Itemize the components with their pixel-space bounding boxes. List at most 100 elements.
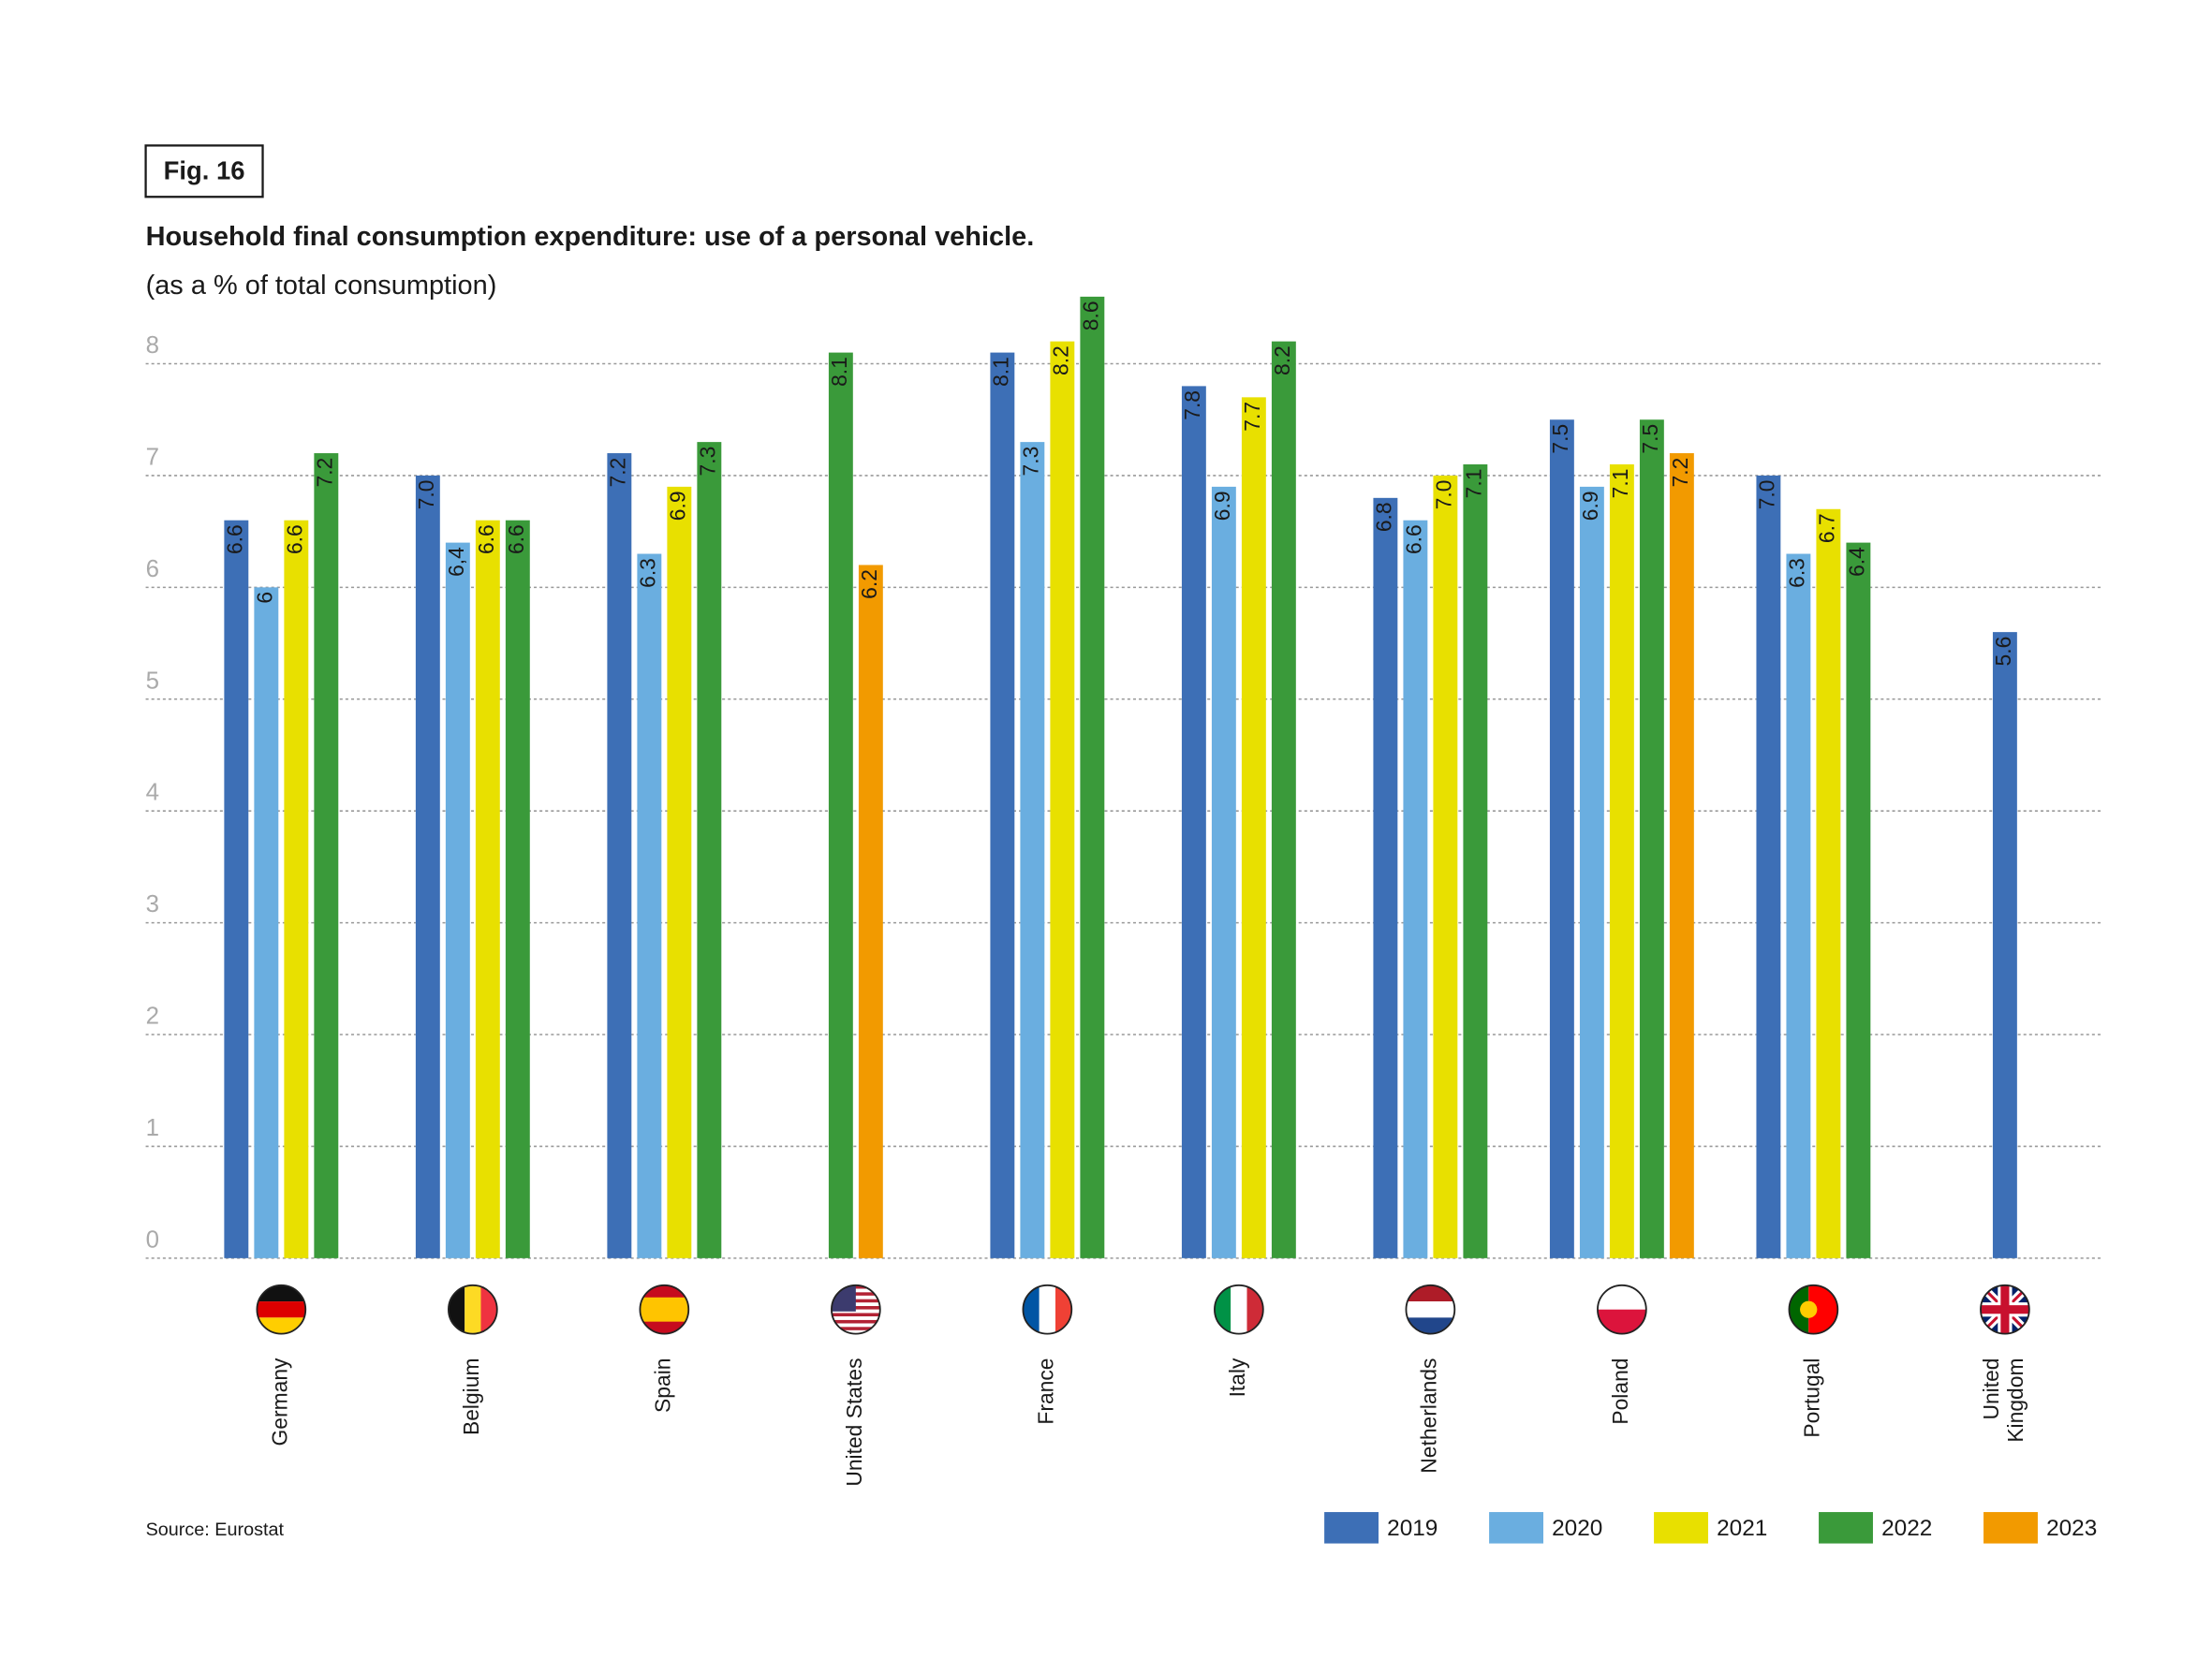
chart-title: Household final consumption expenditure:… xyxy=(146,222,1035,252)
value-label: 6.6 xyxy=(1401,524,1425,554)
bar xyxy=(1549,419,1574,1258)
x-tick-label: Spain xyxy=(650,1358,674,1413)
bar xyxy=(858,565,883,1258)
flag-part xyxy=(1789,1285,1809,1334)
flag-outline xyxy=(1214,1284,1264,1335)
flag-outline xyxy=(1405,1284,1456,1335)
flag-part xyxy=(1406,1301,1455,1318)
flag-part xyxy=(831,1319,880,1324)
figure-label: Fig. 16 xyxy=(164,156,245,185)
value-label: 7.8 xyxy=(1180,390,1204,420)
bar xyxy=(637,553,662,1258)
bar xyxy=(1373,497,1398,1258)
flag-part xyxy=(831,1313,880,1317)
legend-label: 2020 xyxy=(1552,1516,1602,1541)
value-label: 6.6 xyxy=(474,524,498,554)
legend-label: 2021 xyxy=(1717,1516,1767,1541)
value-label: 6.9 xyxy=(665,491,689,521)
flag-part xyxy=(1597,1309,1646,1334)
x-tick-label: Germany xyxy=(267,1358,291,1446)
x-tick-label: Belgium xyxy=(459,1358,483,1436)
flag-part xyxy=(831,1316,880,1320)
x-tick-label: Portugal xyxy=(1799,1358,1823,1438)
flag-outline xyxy=(1597,1284,1647,1335)
flag-part xyxy=(640,1297,689,1322)
bar xyxy=(990,352,1015,1258)
value-label: 6,4 xyxy=(444,547,468,577)
value-label: 5.6 xyxy=(1991,637,2015,667)
x-tick-label: France xyxy=(1033,1358,1057,1425)
value-label: 6.4 xyxy=(1844,547,1868,577)
value-label: 8.2 xyxy=(1270,345,1294,375)
flag-outline xyxy=(1788,1284,1839,1335)
value-label: 7.3 xyxy=(695,447,719,477)
bar xyxy=(415,475,440,1258)
value-label: 7.2 xyxy=(312,458,336,488)
flag-part xyxy=(1039,1285,1055,1334)
x-tick-label: Netherlands xyxy=(1416,1358,1440,1474)
y-tick-label: 7 xyxy=(146,445,159,471)
bar xyxy=(1211,486,1236,1258)
y-tick-label: 8 xyxy=(146,332,159,359)
flag xyxy=(640,1285,689,1334)
value-label: 7.1 xyxy=(1461,469,1485,499)
legend-swatch xyxy=(1489,1512,1543,1544)
flag-outline xyxy=(639,1284,690,1335)
bar xyxy=(475,520,500,1258)
value-label: 6.7 xyxy=(1814,513,1838,543)
legend-label: 2019 xyxy=(1387,1516,1438,1541)
flag-part xyxy=(1597,1285,1646,1310)
value-label: 6.9 xyxy=(1578,491,1602,521)
value-label: 7.0 xyxy=(1754,480,1778,510)
bar xyxy=(1669,453,1694,1258)
bar xyxy=(1020,442,1045,1258)
x-tick-label: UnitedKingdom xyxy=(1979,1358,2028,1443)
x-tick-label: Poland xyxy=(1608,1358,1632,1425)
flag-outline xyxy=(1980,1284,2030,1335)
flag-outline xyxy=(1022,1284,1073,1335)
legend-swatch xyxy=(1819,1512,1873,1544)
value-label: 6.6 xyxy=(282,524,306,554)
legend-swatch xyxy=(1324,1512,1379,1544)
flags xyxy=(256,1284,2030,1335)
value-label: 6.2 xyxy=(857,569,881,599)
bar xyxy=(254,587,279,1258)
value-label: 6.3 xyxy=(1784,558,1808,588)
bar xyxy=(1080,296,1105,1258)
value-label: 6.6 xyxy=(222,524,246,554)
bar xyxy=(1271,341,1296,1258)
source-note: Source: Eurostat xyxy=(146,1520,285,1540)
value-label: 7.5 xyxy=(1638,424,1662,454)
x-tick-label: United States xyxy=(842,1358,866,1487)
bar xyxy=(1639,419,1664,1258)
figure-label-box xyxy=(144,144,264,198)
bar xyxy=(224,520,249,1258)
bar xyxy=(1433,475,1458,1258)
value-label: 6.6 xyxy=(504,524,528,554)
y-tick-label: 1 xyxy=(146,1115,159,1141)
y-tick-label: 0 xyxy=(146,1226,159,1253)
flag-part xyxy=(831,1329,880,1334)
bar xyxy=(1181,386,1206,1258)
value-label: 6 xyxy=(252,592,276,604)
flag-outline xyxy=(256,1284,307,1335)
chart-subtitle: (as a % of total consumption) xyxy=(146,271,497,301)
bar xyxy=(1579,486,1604,1258)
bar xyxy=(828,352,853,1258)
bar xyxy=(1816,508,1841,1258)
value-label: 7.1 xyxy=(1608,469,1632,499)
bar xyxy=(1786,553,1811,1258)
value-label: 6.8 xyxy=(1371,502,1395,532)
flag-outline xyxy=(831,1284,881,1335)
y-tick-label: 2 xyxy=(146,1004,159,1030)
value-label: 8.1 xyxy=(827,357,851,387)
bar xyxy=(1992,632,2017,1258)
value-label: 8.2 xyxy=(1048,345,1072,375)
x-tick-label: Italy xyxy=(1225,1358,1249,1397)
value-label: 7.2 xyxy=(605,458,629,488)
flag-part xyxy=(257,1301,306,1318)
bar xyxy=(607,453,632,1258)
bar xyxy=(1050,341,1075,1258)
flag-part xyxy=(1800,1300,1818,1318)
bar xyxy=(1846,542,1871,1258)
